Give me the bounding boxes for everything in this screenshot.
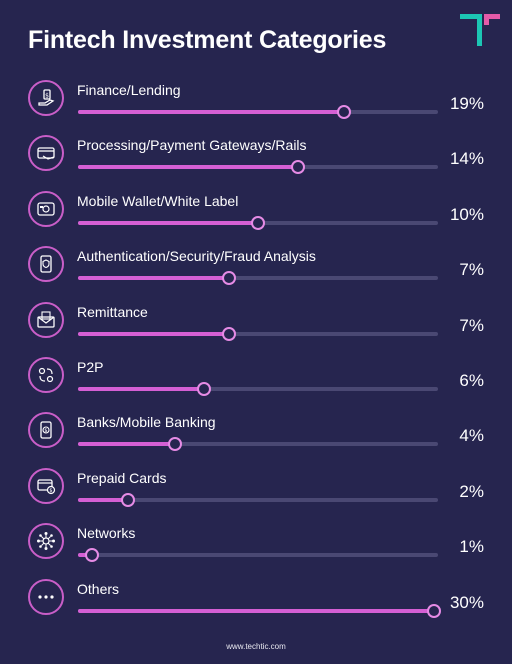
bar-fill [78,110,345,114]
category-row: $ Prepaid Cards 2% [0,464,512,516]
bar-fill [78,331,230,336]
bar-track [78,492,438,507]
bar-track [78,603,442,618]
network-icon [28,523,64,560]
bar-track [78,437,438,452]
bar-track [78,105,438,119]
category-row: Mobile Wallet/White Label 10% [0,187,512,239]
category-label: Remittance [77,303,148,320]
bar-knob [251,215,265,230]
percentage-label: 7% [459,260,484,280]
bar-knob [85,548,100,563]
security-phone-icon [28,246,64,283]
bar-knob [168,437,183,452]
category-row: Others 30% [0,575,512,627]
money-hand-icon: $ [28,80,64,116]
wallet-icon [28,190,64,227]
category-row: P2P 6% [0,353,512,405]
page-title: Fintech Investment Categories [28,26,387,54]
bar-fill [78,387,204,391]
percentage-label: 4% [459,426,484,446]
category-label: Banks/Mobile Banking [77,414,216,431]
percentage-label: 1% [459,537,484,557]
bar-knob [290,160,305,175]
bar-fill [78,553,93,558]
category-label: P2P [77,359,104,375]
card-payment-icon [28,135,64,172]
percentage-label: 30% [449,592,484,612]
bar-knob [222,326,237,341]
category-row: Networks 1% [0,519,512,571]
category-label: Networks [77,525,136,542]
category-label: Authentication/Security/Fraud Analysis [77,248,316,265]
bar-track [78,326,438,341]
bar-knob [337,105,352,119]
prepaid-card-icon: $ [28,467,64,504]
bar-knob [222,271,237,286]
bar-fill [78,608,435,613]
envelope-money-icon [28,301,64,338]
bar-track [78,160,438,175]
category-row: Authentication/Security/Fraud Analysis 7% [0,242,512,294]
percentage-label: 2% [459,481,484,501]
category-label: Others [77,580,120,597]
category-row: Processing/Payment Gateways/Rails 14% [0,131,512,183]
category-label: Prepaid Cards [77,469,167,486]
percentage-label: 6% [459,371,484,390]
percentage-label: 19% [449,94,484,113]
category-row: Remittance 7% [0,298,512,350]
bar-track [78,271,438,286]
bar-track [78,382,438,396]
p2p-transfer-icon [28,357,64,393]
bar-knob [121,492,136,507]
category-label: Finance/Lending [77,82,181,98]
footer-url: www.techtic.com [226,642,286,651]
mobile-banking-icon: $ [28,412,64,449]
bar-fill [78,276,230,281]
svg-text:$: $ [49,488,52,494]
more-dots-icon [28,578,64,615]
percentage-label: 10% [449,204,484,224]
techtic-logo [460,14,500,46]
percentage-label: 14% [449,149,484,169]
category-row: $ Finance/Lending 19% [0,76,512,128]
percentage-label: 7% [459,315,484,335]
bar-track [78,548,438,563]
bar-fill [78,220,258,225]
category-row: $ Banks/Mobile Banking 4% [0,408,512,460]
svg-text:$: $ [44,428,47,434]
category-label: Processing/Payment Gateways/Rails [77,137,307,154]
svg-text:$: $ [45,93,49,100]
bar-fill [78,165,298,170]
bar-knob [197,382,211,396]
bar-knob [427,603,442,618]
bar-fill [78,497,129,502]
bar-fill [78,442,176,447]
bar-track [78,215,438,230]
category-label: Mobile Wallet/White Label [77,192,239,209]
